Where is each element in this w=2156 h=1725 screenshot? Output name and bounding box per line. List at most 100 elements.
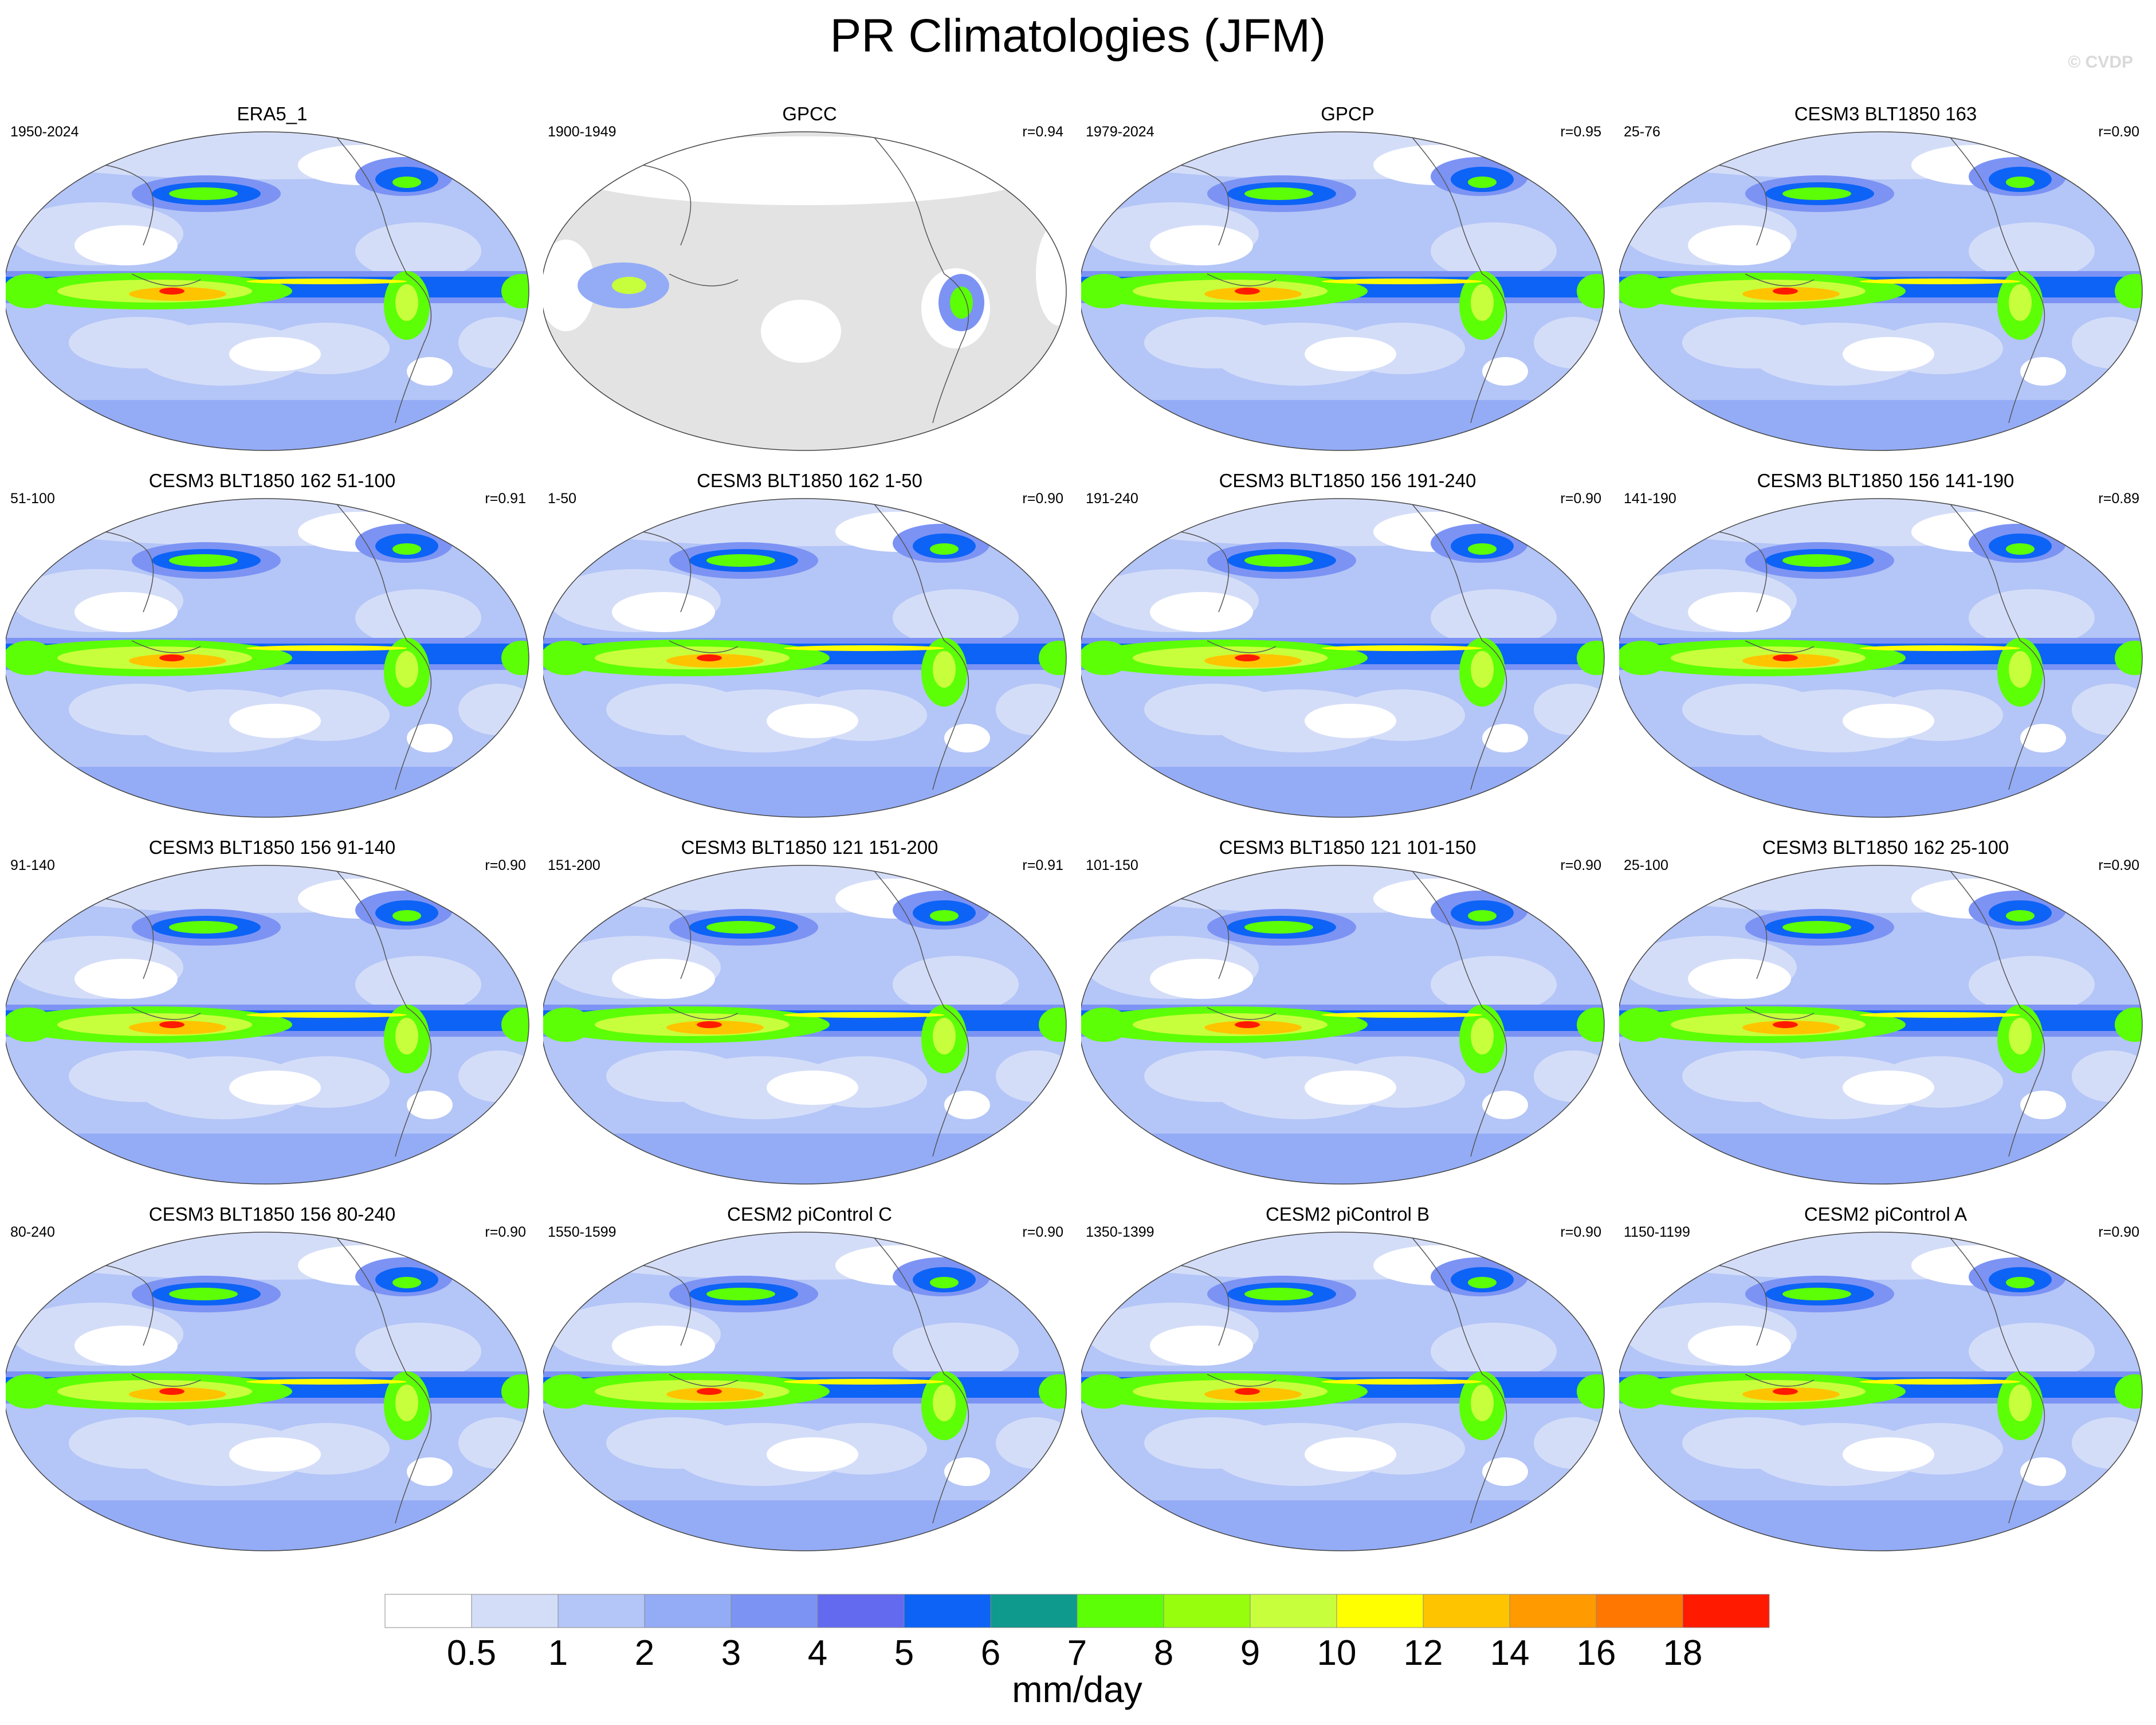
africa-contour xyxy=(2115,641,2142,675)
itcz-line xyxy=(246,1379,407,1385)
map-panel: CESM3 BLT1850 162 51-100 51-100 r=0.91 xyxy=(6,469,539,824)
storm-track-core xyxy=(2006,543,2035,555)
panel-pattern-correlation: r=0.90 xyxy=(2098,124,2139,140)
panel-title: CESM3 BLT1850 156 141-190 xyxy=(1757,470,2014,491)
panel-pattern-correlation: r=0.90 xyxy=(1560,1224,1601,1240)
storm-track-core xyxy=(930,910,959,922)
africa-contour xyxy=(1039,641,1066,675)
africa-contour xyxy=(1619,1374,1668,1409)
panel-years: 141-190 xyxy=(1624,491,1676,507)
panel-years: 80-240 xyxy=(10,1224,55,1240)
dry-zone-contour xyxy=(355,222,481,280)
amazon-core xyxy=(933,1018,956,1054)
amazon-core xyxy=(2009,1018,2032,1054)
map-panel: CESM3 BLT1850 156 91-140 91-140 r=0.90 xyxy=(6,836,539,1191)
southern-ocean-band xyxy=(6,767,529,817)
coastline xyxy=(1939,132,2045,424)
map-panel: CESM2 piControl A 1150-1199 r=0.90 xyxy=(1619,1202,2152,1558)
warm-pool-max xyxy=(697,1021,722,1028)
panel-years: 151-200 xyxy=(548,857,600,873)
dry-zone-contour xyxy=(996,1417,1066,1469)
dry-zone-contour xyxy=(355,1323,481,1380)
very-dry-contour xyxy=(2020,1091,2066,1119)
panel-pattern-correlation: r=0.90 xyxy=(1560,857,1601,873)
storm-track-core xyxy=(1244,1288,1313,1300)
dry-zone-contour xyxy=(996,1050,1066,1102)
colorbar-swatch xyxy=(557,1594,645,1628)
storm-track-core xyxy=(392,1277,421,1288)
polar-dry-contour xyxy=(1090,132,1594,179)
amazon-core xyxy=(395,651,418,688)
africa-contour xyxy=(6,1007,54,1042)
very-dry-contour xyxy=(1482,1091,1528,1119)
storm-track-core xyxy=(1468,543,1497,555)
colorbar-tick-label: 1 xyxy=(548,1633,568,1673)
very-dry-contour xyxy=(767,704,858,738)
very-dry-contour xyxy=(229,1071,321,1105)
panel-title: CESM3 BLT1850 121 151-200 xyxy=(681,837,938,858)
warm-pool-max xyxy=(159,654,184,661)
dry-zone-contour xyxy=(1431,956,1557,1013)
panel-title: CESM2 piControl C xyxy=(727,1203,892,1225)
storm-track-core xyxy=(392,543,421,555)
amazon-core xyxy=(2009,1385,2032,1421)
warm-pool-max xyxy=(1235,1021,1260,1028)
very-dry-contour xyxy=(229,1437,321,1472)
colorbar-swatch xyxy=(904,1594,991,1628)
very-dry-contour xyxy=(1688,959,1791,999)
world-map xyxy=(1619,131,2143,451)
storm-track-core xyxy=(1244,921,1313,934)
colorbar-tick-label: 10 xyxy=(1317,1633,1357,1673)
amazon-core xyxy=(395,1018,418,1054)
storm-track-core xyxy=(706,921,775,934)
dry-zone-contour xyxy=(2072,1050,2142,1102)
world-map xyxy=(1619,865,2143,1185)
colorbar-tick-label: 14 xyxy=(1490,1633,1530,1673)
colorbar-swatch xyxy=(731,1594,818,1628)
dry-zone-contour xyxy=(1144,317,1282,368)
map-outline xyxy=(1619,131,2143,451)
panel-pattern-correlation: r=0.90 xyxy=(2098,1224,2139,1240)
very-dry-contour xyxy=(944,724,990,752)
panel-years: 1950-2024 xyxy=(10,124,79,140)
polar-dry-contour xyxy=(14,499,519,546)
panel-years: 1550-1599 xyxy=(548,1224,616,1240)
itcz-line xyxy=(784,645,944,651)
dry-zone-contour xyxy=(1969,1323,2095,1380)
map-outline xyxy=(1619,1232,2143,1551)
warm-pool-max xyxy=(1235,288,1260,295)
itcz-line xyxy=(1860,279,2020,284)
dry-zone-contour xyxy=(1431,1323,1557,1380)
dry-zone-contour xyxy=(1431,589,1557,646)
very-dry-contour xyxy=(1482,1457,1528,1486)
dry-zone-contour xyxy=(1144,1050,1282,1102)
southern-ocean-band xyxy=(6,1500,529,1551)
dry-zone-contour xyxy=(1431,222,1557,280)
colorbar-swatch xyxy=(1163,1594,1251,1628)
amazon-core xyxy=(2009,284,2032,321)
amazon-core xyxy=(933,651,956,688)
africa-contour xyxy=(6,1374,54,1409)
dry-zone-contour xyxy=(2072,317,2142,368)
itcz-line xyxy=(246,279,407,284)
storm-track-core xyxy=(2006,177,2035,188)
world-map xyxy=(543,865,1067,1185)
dry-zone-contour xyxy=(355,956,481,1013)
southern-ocean-band xyxy=(1619,1134,2142,1184)
coastline xyxy=(326,132,432,424)
very-dry-contour xyxy=(407,1457,453,1486)
map-panel: GPCC 1900-1949 r=0.94 xyxy=(543,102,1076,457)
map-panel: GPCP 1979-2024 r=0.95 xyxy=(1081,102,1614,457)
africa-contour xyxy=(1081,1374,1130,1409)
warm-pool-max xyxy=(1235,1388,1260,1395)
polar-dry-contour xyxy=(552,1232,1056,1280)
panel-title: ERA5_1 xyxy=(237,103,308,124)
very-dry-contour xyxy=(944,1091,990,1119)
storm-track-core xyxy=(169,554,238,567)
land-precip-contour xyxy=(563,136,1044,205)
itcz-line xyxy=(1322,645,1482,651)
polar-dry-contour xyxy=(1628,132,2132,179)
africa-contour xyxy=(1577,641,1604,675)
land-precip-contour xyxy=(1036,222,1066,326)
very-dry-contour xyxy=(1150,592,1253,632)
